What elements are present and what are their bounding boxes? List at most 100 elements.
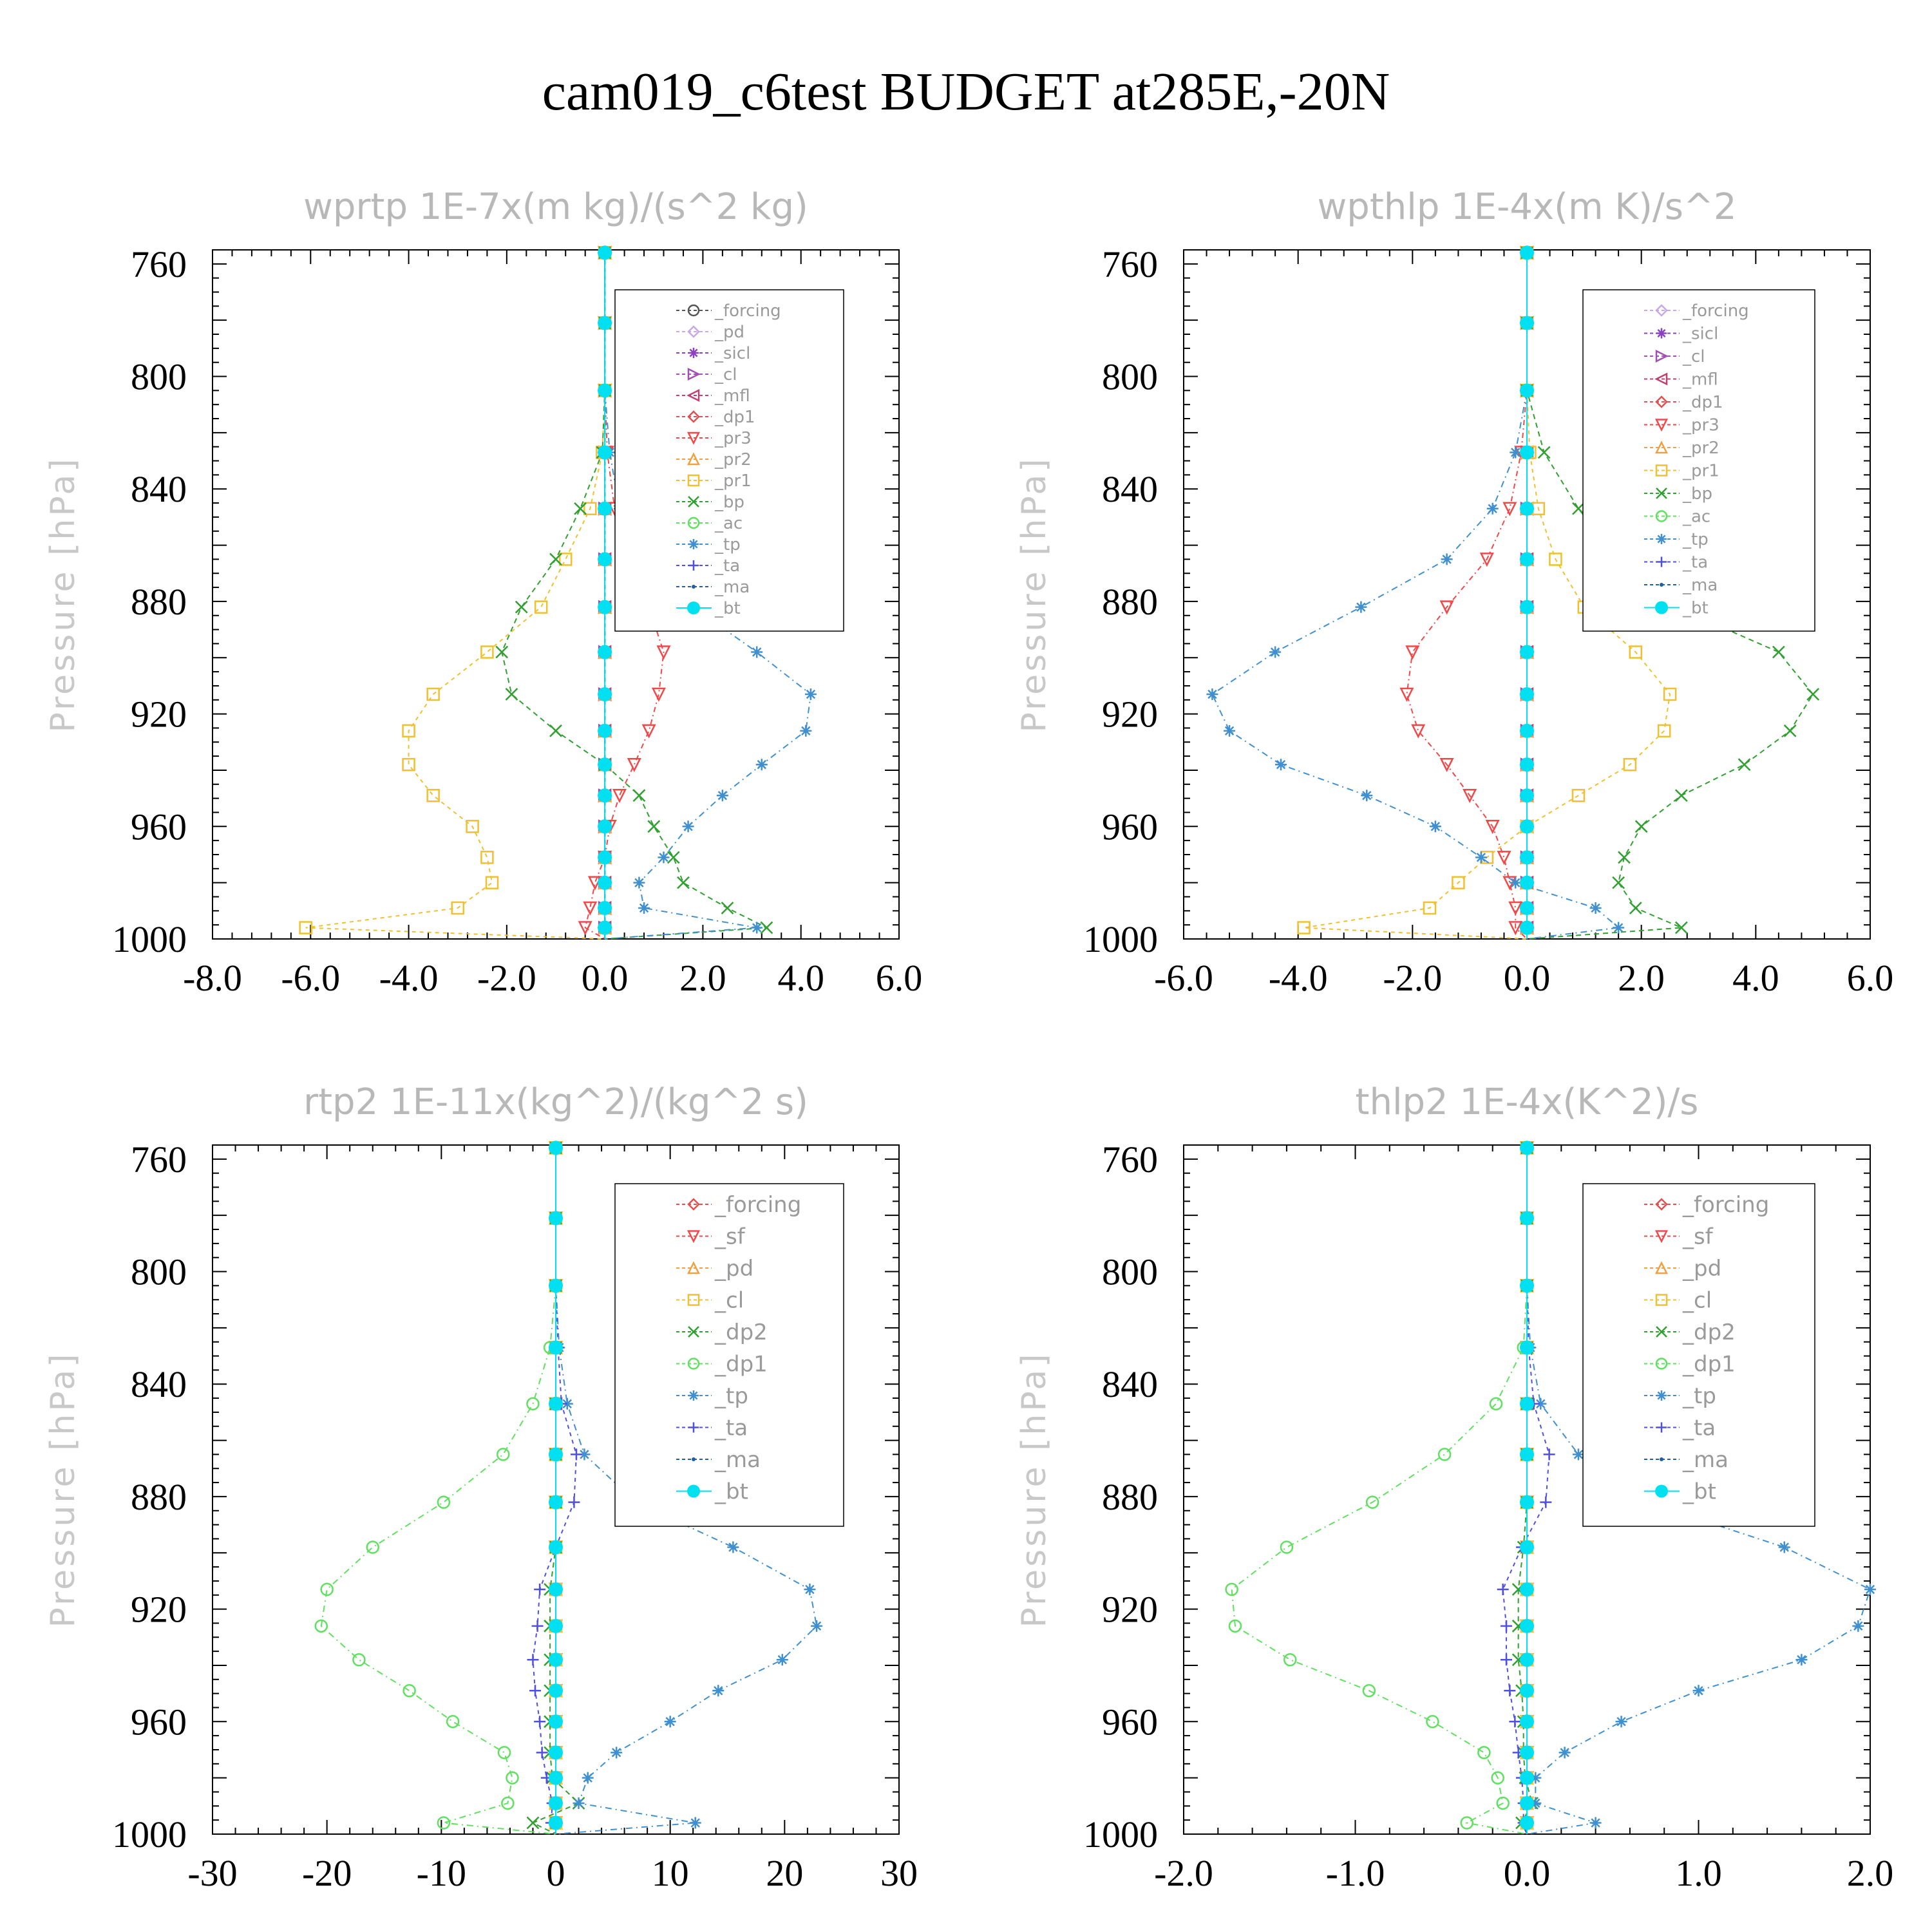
x-tick-label: 0.0 — [1504, 1852, 1551, 1894]
x-tick-label: -30 — [187, 1852, 237, 1894]
legend-box — [614, 289, 844, 632]
point-marker — [598, 600, 612, 614]
point-marker — [1530, 1797, 1542, 1809]
y-tick-label: 840 — [1102, 1363, 1158, 1405]
y-axis-title: Pressure [hPa] — [44, 1352, 82, 1628]
y-tick-label: 960 — [131, 1701, 187, 1743]
legend-label: _sicl — [1682, 325, 1718, 344]
point-marker — [1497, 1584, 1509, 1596]
legend-item: _dp1 — [1644, 1351, 1736, 1377]
legend-item: _sf — [1644, 1224, 1714, 1249]
legend-item: _cl — [676, 1287, 744, 1313]
point-marker — [526, 1397, 540, 1411]
y-tick-label: 960 — [1102, 1701, 1158, 1743]
point-marker — [598, 501, 612, 516]
point-marker — [1477, 1746, 1491, 1759]
point-marker — [497, 1448, 510, 1461]
series-bt — [1520, 1141, 1534, 1834]
point-marker — [549, 1683, 563, 1698]
y-tick-label: 920 — [1102, 694, 1158, 735]
legend-item: _sicl — [1644, 325, 1718, 344]
series-line — [320, 1148, 556, 1835]
point-marker — [527, 1654, 539, 1666]
point-marker — [366, 1540, 379, 1554]
point-marker — [687, 304, 700, 317]
legend-label: _ma — [1682, 576, 1718, 595]
legend-label: _dp2 — [714, 1320, 768, 1345]
legend-label: _pr2 — [1682, 439, 1719, 458]
point-marker — [1663, 687, 1677, 701]
point-marker — [1206, 688, 1218, 701]
point-marker — [598, 723, 612, 738]
legend-item: _tp — [1644, 1383, 1716, 1409]
point-marker — [582, 1772, 594, 1784]
point-marker — [1520, 445, 1534, 460]
point-marker — [1772, 645, 1785, 659]
point-marker — [515, 600, 528, 614]
point-marker — [598, 645, 612, 659]
point-marker — [1572, 1448, 1584, 1461]
point-marker — [1269, 646, 1282, 658]
point-marker — [402, 757, 415, 772]
point-marker — [573, 1797, 585, 1809]
legend-item: _bp — [1644, 484, 1712, 504]
point-marker — [480, 851, 494, 864]
y-tick-label: 1000 — [112, 1814, 187, 1855]
y-tick-label: 760 — [1102, 1139, 1158, 1180]
legend-item: _cl — [1644, 347, 1705, 366]
point-marker — [1508, 921, 1523, 936]
point-marker — [1439, 600, 1454, 615]
legend-item: _ma — [1644, 576, 1718, 595]
point-marker — [1654, 440, 1669, 454]
point-marker — [1520, 600, 1534, 614]
x-tick-label: -4.0 — [1269, 957, 1328, 999]
legend-item: _pr2 — [676, 450, 752, 469]
point-marker — [1520, 1540, 1534, 1555]
point-marker — [687, 1198, 700, 1211]
legend-item: _ac — [1644, 507, 1710, 527]
x-tick-label: 1.0 — [1675, 1852, 1722, 1894]
point-marker — [687, 367, 701, 381]
y-tick-label: 1000 — [1083, 1814, 1158, 1855]
y-axis-title: Pressure [hPa] — [1015, 1352, 1054, 1628]
point-marker — [1571, 789, 1586, 802]
y-tick-label: 800 — [131, 356, 187, 398]
point-marker — [760, 921, 773, 934]
point-marker — [687, 601, 700, 614]
point-marker — [1520, 900, 1534, 915]
y-tick-label: 920 — [131, 1589, 187, 1631]
point-marker — [1655, 349, 1669, 363]
y-tick-label: 1000 — [112, 918, 187, 960]
legend-item: _pr1 — [676, 471, 752, 491]
point-marker — [1654, 419, 1669, 432]
point-marker — [1778, 1541, 1790, 1553]
point-marker — [721, 902, 734, 914]
point-marker — [598, 900, 612, 915]
point-marker — [651, 687, 666, 702]
legend-label: _pr1 — [1682, 462, 1719, 481]
point-marker — [1655, 395, 1668, 408]
legend-item: _ta — [1644, 553, 1708, 573]
point-marker — [1504, 1685, 1516, 1697]
point-marker — [529, 1685, 542, 1697]
series-line — [1406, 252, 1528, 940]
point-marker — [549, 1618, 563, 1633]
series-dp1 — [1225, 1141, 1534, 1835]
point-marker — [534, 600, 548, 614]
point-marker — [687, 410, 700, 423]
point-marker — [688, 348, 699, 358]
legend-label: _sf — [714, 1224, 746, 1249]
point-marker — [687, 1484, 700, 1498]
point-marker — [1399, 687, 1414, 702]
point-marker — [583, 502, 597, 516]
legend-item: _bt — [676, 1479, 748, 1504]
series-line — [501, 252, 770, 940]
legend-label: _pr3 — [1682, 416, 1719, 435]
x-tick-label: -8.0 — [183, 957, 242, 999]
point-marker — [549, 1745, 563, 1760]
point-marker — [1660, 583, 1663, 587]
point-marker — [1572, 502, 1585, 515]
point-marker — [692, 1457, 696, 1461]
point-marker — [1520, 875, 1534, 890]
